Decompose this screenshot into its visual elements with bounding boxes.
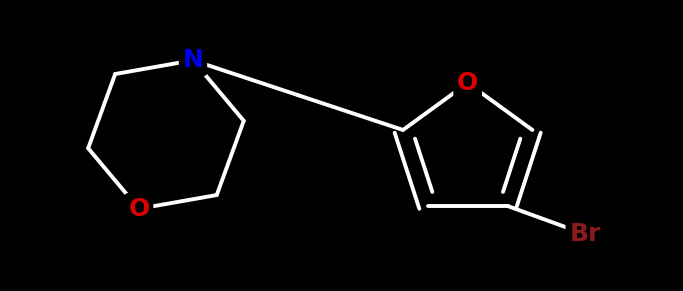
Text: O: O bbox=[457, 71, 478, 95]
Text: N: N bbox=[182, 48, 204, 72]
Text: O: O bbox=[128, 197, 150, 221]
Text: Br: Br bbox=[570, 222, 600, 246]
